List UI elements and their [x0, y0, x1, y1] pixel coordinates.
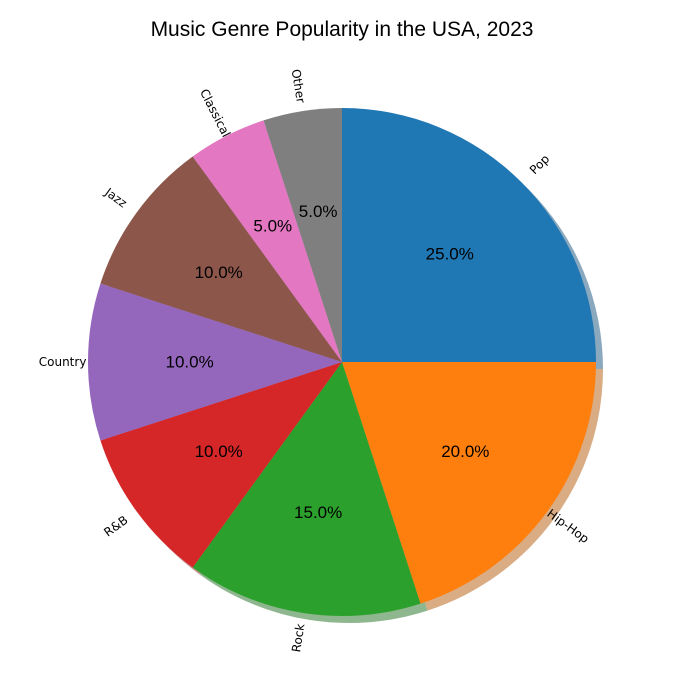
label-randb: R&B: [101, 513, 130, 540]
percent-randb: 10.0%: [195, 442, 243, 461]
slice-hip-hop: [342, 362, 596, 604]
slice-country: [87, 283, 342, 441]
label-rock: Rock: [289, 623, 307, 654]
slice-classical: [192, 120, 342, 363]
label-country: Country: [39, 355, 87, 369]
percent-jazz: 10.0%: [195, 263, 243, 282]
slice-jazz: [100, 156, 343, 362]
label-other: Other: [289, 68, 308, 104]
label-classical: Classical: [197, 87, 233, 140]
percent-other: 5.0%: [299, 202, 338, 221]
label-pop: Pop: [527, 152, 552, 177]
pie-slices: [87, 108, 596, 617]
percent-country: 10.0%: [165, 353, 213, 372]
slice-pop: [342, 108, 596, 362]
percent-classical: 5.0%: [253, 217, 292, 236]
percent-pop: 25.0%: [426, 245, 474, 264]
pie-percent-labels: 25.0% 20.0% 15.0% 10.0% 10.0% 10.0% 5.0% 5.0%: [165, 202, 489, 522]
percent-hip-hop: 20.0%: [441, 442, 489, 461]
chart-title: Music Genre Popularity in the USA, 2023: [151, 18, 534, 41]
percent-rock: 15.0%: [294, 503, 342, 522]
slice-randb: [100, 362, 343, 568]
slice-rock: [192, 362, 421, 617]
label-hip-hop: Hip-Hop: [544, 506, 591, 546]
label-jazz: Jazz: [102, 185, 130, 211]
slice-other: [263, 108, 342, 362]
